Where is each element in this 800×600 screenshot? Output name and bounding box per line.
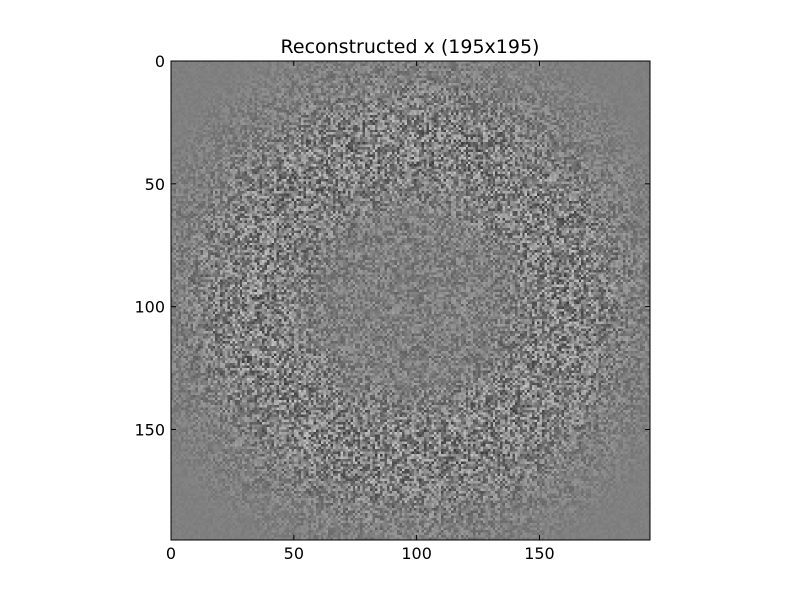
y-tick-label: 50	[145, 175, 165, 194]
y-tick-label: 150	[134, 420, 165, 439]
x-tick-label: 150	[524, 544, 555, 563]
heatmap-raster	[171, 61, 650, 540]
heatmap-image	[171, 61, 650, 540]
x-tick-label: 0	[166, 544, 176, 563]
chart-title: Reconstructed x (195x195)	[281, 36, 540, 58]
x-tick-label: 100	[401, 544, 432, 563]
x-tick-label: 50	[284, 544, 304, 563]
y-tick-label: 0	[155, 52, 165, 71]
y-tick-label: 100	[134, 298, 165, 317]
